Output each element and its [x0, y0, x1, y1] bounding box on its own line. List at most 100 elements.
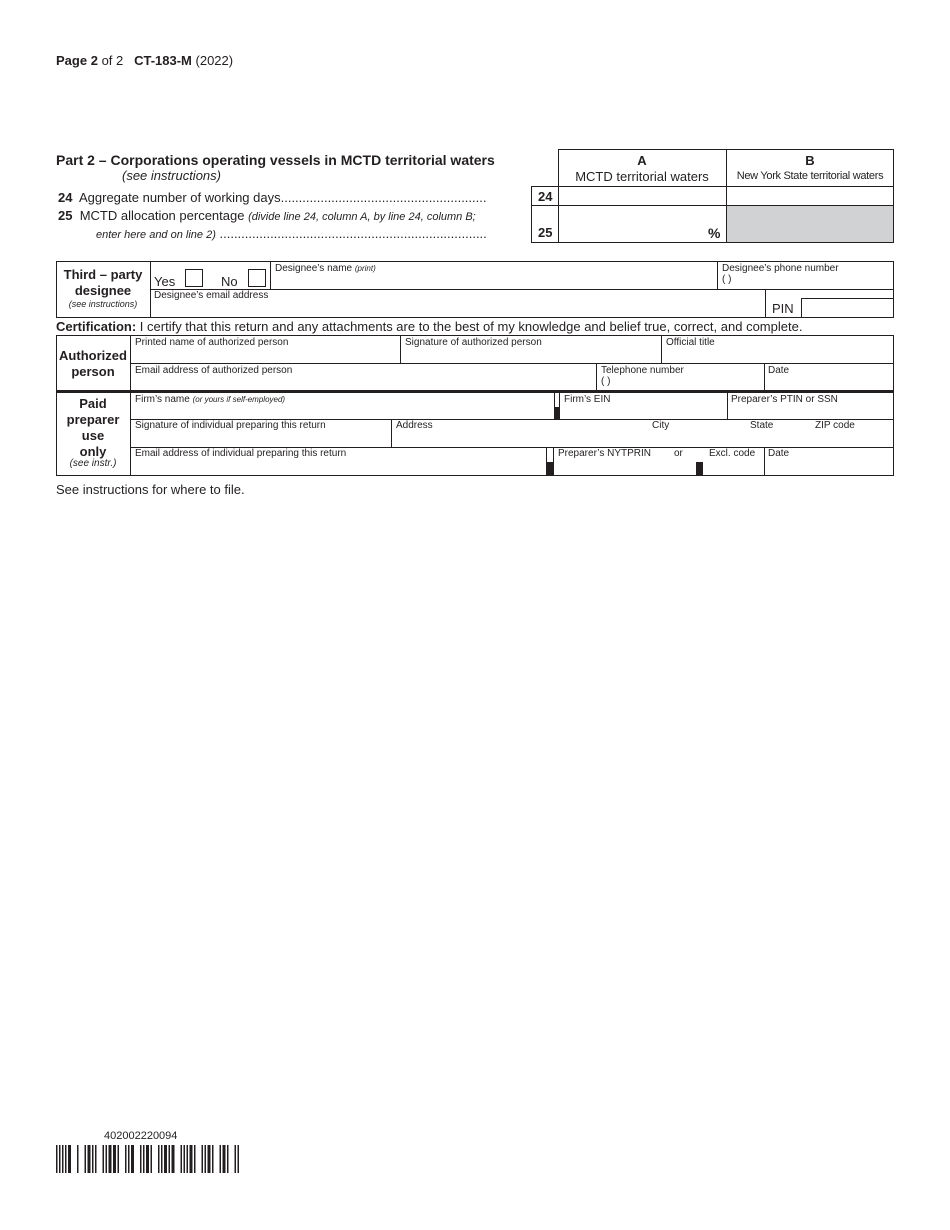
barcode-bar	[212, 1145, 214, 1173]
barcode-bar	[68, 1145, 71, 1173]
col-a-letter: A	[637, 153, 647, 168]
barcode-bar	[131, 1145, 134, 1173]
marker	[696, 462, 703, 475]
barcode-bar	[77, 1145, 79, 1173]
signature-field[interactable]: Signature of authorized person	[405, 337, 542, 348]
barcode-bar	[186, 1145, 188, 1173]
page-header: Page 2 of 2 CT-183-M (2022)	[56, 53, 233, 68]
ptin-field[interactable]: Preparer’s PTIN or SSN	[731, 394, 838, 405]
barcode-bar	[128, 1145, 130, 1173]
line-25-note2: enter here and on line 2) ..............…	[96, 226, 487, 241]
barcode	[56, 1145, 239, 1173]
barcode-bar	[201, 1145, 203, 1173]
preparer-email-field[interactable]: Email address of individual preparing th…	[135, 448, 347, 459]
preparer-date-field[interactable]: Date	[768, 448, 790, 459]
barcode-bar	[180, 1145, 182, 1173]
line-24-box-num: 24	[538, 189, 553, 204]
authorized-label: Authorized	[59, 348, 127, 363]
col-a-label: MCTD territorial waters	[575, 169, 709, 184]
barcode-bar	[108, 1145, 112, 1173]
marker	[546, 462, 554, 475]
designee-email-field[interactable]: Designee’s email address	[154, 290, 269, 301]
printed-name-field[interactable]: Printed name of authorized person	[135, 337, 289, 348]
barcode-bar	[143, 1145, 145, 1173]
barcode-bar	[62, 1145, 64, 1173]
page-number: 2	[90, 53, 98, 68]
barcode-bar	[59, 1145, 61, 1173]
excl-code-field[interactable]: Excl. code	[709, 448, 756, 459]
barcode-bar	[65, 1145, 67, 1173]
marker	[554, 407, 560, 419]
designee-label3: (see instructions)	[68, 299, 138, 309]
firm-name-field[interactable]: Firm’s name (or yours if self-employed)	[135, 394, 286, 405]
line-24-col-a-input[interactable]	[560, 188, 724, 204]
line-25-box-num: 25	[538, 225, 553, 240]
city-label: City	[652, 420, 670, 431]
no-label: No	[221, 274, 238, 289]
pin-input[interactable]	[801, 298, 894, 318]
designee-name-field[interactable]: Designee’s name (print)	[275, 263, 376, 274]
barcode-bar	[237, 1145, 239, 1173]
barcode-bar	[87, 1145, 91, 1173]
col-b-divider	[726, 149, 894, 243]
part2-subtitle: (see instructions)	[122, 168, 221, 183]
authorized-phone-field[interactable]: Telephone number	[601, 365, 684, 376]
designee-label2: designee	[74, 283, 132, 298]
authorized-phone-paren: ( )	[601, 376, 611, 387]
authorized-label2: person	[71, 364, 115, 379]
preparer-section	[56, 392, 894, 476]
barcode-bar	[125, 1145, 127, 1173]
line-25-col-a-input[interactable]	[560, 207, 705, 241]
barcode-bar	[207, 1145, 211, 1173]
barcode-bar	[189, 1145, 193, 1173]
authorized-date-field[interactable]: Date	[768, 365, 790, 376]
authorized-email-field[interactable]: Email address of authorized person	[135, 365, 293, 376]
barcode-bar	[204, 1145, 206, 1173]
firm-ein-field[interactable]: Firm’s EIN	[564, 394, 611, 405]
yes-label: Yes	[154, 274, 176, 289]
row-24-rule	[558, 186, 894, 206]
percent-sign: %	[708, 225, 721, 241]
col-b-letter: B	[805, 153, 815, 168]
line-24-text: 24 Aggregate number of working days.....…	[58, 190, 487, 205]
line-25-col-b-shaded	[727, 206, 893, 242]
barcode-bar	[161, 1145, 163, 1173]
barcode-bar	[146, 1145, 149, 1173]
state-label: State	[750, 420, 774, 431]
official-title-field[interactable]: Official title	[666, 337, 715, 348]
barcode-bar	[219, 1145, 221, 1173]
barcode-bar	[95, 1145, 97, 1173]
designee-phone-paren: ( )	[722, 274, 732, 285]
barcode-bar	[140, 1145, 142, 1173]
address-field[interactable]: Address	[396, 420, 433, 431]
page-label: Page	[56, 53, 88, 68]
nytprin-field[interactable]: Preparer’s NYTPRIN	[558, 448, 651, 459]
barcode-bar	[234, 1145, 236, 1173]
preparer-label: Paid preparer use only	[66, 396, 120, 459]
line-24-col-b-input[interactable]	[728, 188, 892, 204]
preparer-signature-field[interactable]: Signature of individual preparing this r…	[135, 420, 326, 431]
barcode-bar	[113, 1145, 116, 1173]
col-b-label: New York State territorial waters	[736, 170, 884, 182]
yes-checkbox[interactable]	[185, 269, 203, 287]
part2-title: Part 2 – Corporations operating vessels …	[56, 152, 495, 168]
barcode-bar	[158, 1145, 160, 1173]
pin-label: PIN	[772, 301, 794, 316]
or-label: or	[674, 448, 683, 459]
barcode-bar	[56, 1145, 58, 1173]
barcode-bar	[105, 1145, 107, 1173]
no-checkbox[interactable]	[248, 269, 266, 287]
barcode-bar	[194, 1145, 196, 1173]
zip-label: ZIP code	[815, 420, 855, 431]
footer-note: See instructions for where to file.	[56, 482, 245, 497]
barcode-bar	[102, 1145, 104, 1173]
designee-phone-field[interactable]: Designee’s phone number	[722, 263, 839, 274]
barcode-bar	[164, 1145, 167, 1173]
barcode-bar	[183, 1145, 185, 1173]
certification-statement: Certification: I certify that this retur…	[56, 319, 803, 334]
barcode-bar	[92, 1145, 94, 1173]
form-year: (2022)	[195, 53, 234, 68]
page-of: of 2	[101, 53, 124, 68]
barcode-bar	[171, 1145, 175, 1173]
